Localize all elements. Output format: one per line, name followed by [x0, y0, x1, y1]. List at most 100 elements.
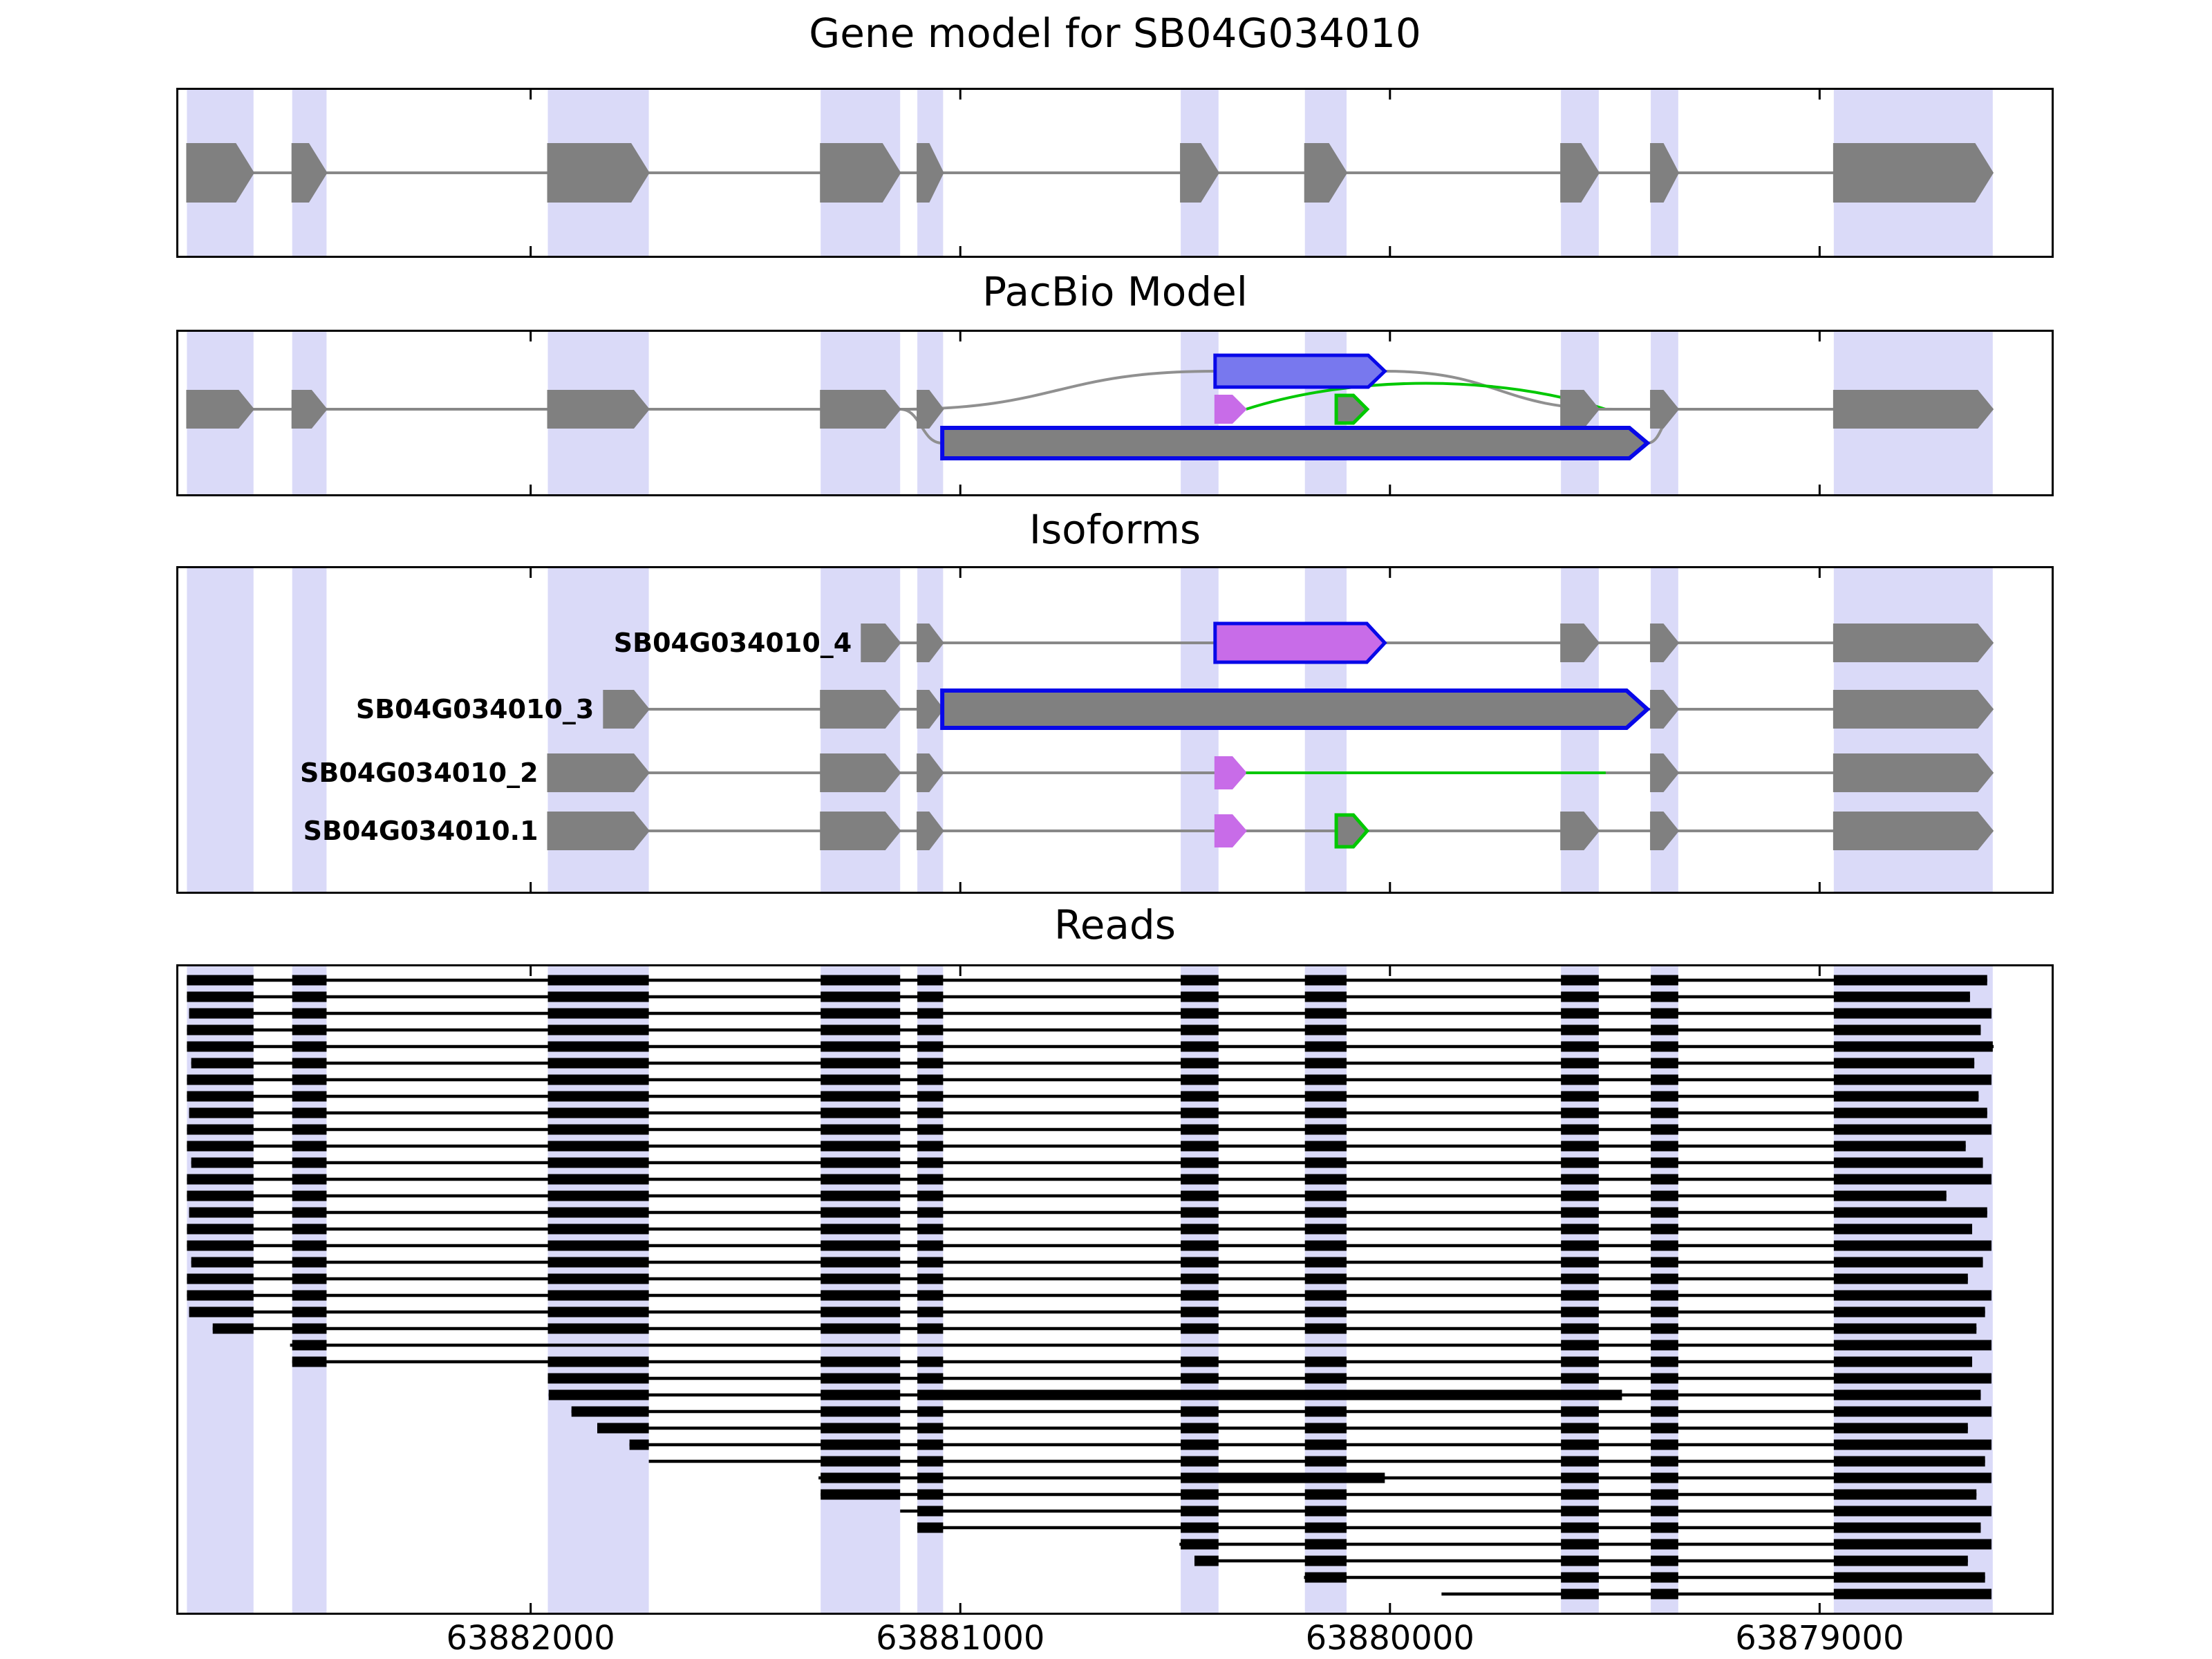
exon-highlight-stripe: [292, 966, 327, 1613]
read-exon-block: [1181, 1323, 1219, 1334]
read-exon-block: [1181, 1439, 1219, 1450]
read-exon-block: [629, 1439, 649, 1450]
read-exon-block: [1181, 1124, 1219, 1135]
read-exon-block: [1651, 1340, 1678, 1351]
read-exon-block: [1181, 1373, 1219, 1384]
read-exon-block: [821, 1024, 901, 1035]
read-exon-block: [917, 1406, 944, 1417]
read-exon-block: [1833, 1041, 1993, 1052]
read-exon-block: [1181, 1240, 1219, 1251]
read-exon-block: [1833, 1389, 1981, 1400]
read-exon-block: [547, 1008, 649, 1019]
read-exon-block: [821, 1157, 901, 1168]
read-exon-block: [187, 1091, 254, 1102]
exon-highlight-stripe: [547, 966, 649, 1613]
gene-exon: [291, 143, 328, 203]
read-exon-block: [1833, 1572, 1985, 1583]
read-exon-block: [1651, 1389, 1678, 1400]
isoform-magenta-exon: [1214, 756, 1247, 789]
read-exon-block: [821, 1058, 901, 1069]
exon-highlight-stripe: [917, 966, 944, 1613]
read-exon-block: [821, 1439, 901, 1450]
read-exon-block: [1181, 1207, 1219, 1218]
read-exon-block: [917, 1157, 944, 1168]
read-exon-block: [1304, 1074, 1347, 1085]
read-exon-block: [1833, 1489, 1977, 1500]
read-exon-block: [547, 1174, 649, 1185]
read-exon-block: [187, 1273, 254, 1284]
read-retained-block: [1215, 1472, 1385, 1483]
read-exon-block: [821, 1356, 901, 1367]
read-exon-block: [1561, 1555, 1599, 1566]
read-exon-block: [821, 1323, 901, 1334]
gene-exon: [1650, 390, 1680, 429]
isoform-exon: [603, 690, 650, 729]
isoforms-panel: SB04G034010_4 SB04G034010_3 SB04G034010_2 S…: [176, 566, 2054, 894]
read-exon-block: [1181, 1190, 1219, 1201]
read-exon-block: [189, 1207, 254, 1218]
read-exon-block: [1833, 1323, 1977, 1334]
isoform-exon: [1650, 624, 1680, 662]
read-exon-block: [1651, 1522, 1678, 1533]
pacbio-panel: [176, 330, 2054, 496]
read-exon-block: [1833, 1174, 1991, 1185]
read-exon-block: [1561, 1472, 1599, 1483]
exon-highlight-stripe: [1561, 966, 1599, 1613]
read-exon-block: [1561, 1240, 1599, 1251]
read-exon-block: [1651, 1489, 1678, 1500]
gene-exon: [1304, 143, 1348, 203]
read-exon-block: [1561, 1506, 1599, 1517]
isoform-exon: [917, 812, 944, 850]
read-exon-block: [1833, 1091, 1979, 1102]
read-exon-block: [187, 1240, 254, 1251]
read-exon-block: [1181, 1423, 1219, 1434]
read-exon-block: [1651, 1306, 1678, 1318]
isoforms-title: Isoforms: [1029, 506, 1201, 553]
exon-highlight-stripe: [821, 966, 901, 1613]
read-exon-block: [1561, 1074, 1599, 1085]
read-exon-block: [917, 1439, 944, 1450]
read-exon-block: [1651, 1107, 1678, 1118]
gene-exon: [1180, 143, 1219, 203]
pacbio-isoform-top-box: [1213, 353, 1387, 389]
read-exon-block: [1561, 1257, 1599, 1268]
read-exon-block: [821, 1207, 901, 1218]
read-exon-block: [1304, 1323, 1347, 1334]
read-exon-block: [1181, 1041, 1219, 1052]
isoform-exon: [1833, 690, 1994, 729]
read-exon-block: [917, 1356, 944, 1367]
read-exon-block: [1181, 1157, 1219, 1168]
read-exon-block: [1304, 1124, 1347, 1135]
read-exon-block: [1181, 1522, 1219, 1533]
read-exon-block: [821, 1373, 901, 1384]
isoform-exon: [1560, 624, 1600, 662]
read-exon-block: [547, 1257, 649, 1268]
read-exon-block: [1181, 991, 1219, 1002]
read-exon-block: [547, 1273, 649, 1284]
read-exon-block: [1304, 1539, 1347, 1550]
read-exon-block: [1651, 1008, 1678, 1019]
reads-canvas: [187, 966, 1994, 1613]
read-exon-block: [917, 1472, 944, 1483]
read-exon-block: [1833, 1306, 1985, 1318]
read-exon-block: [1181, 1058, 1219, 1069]
isoform-exon: [1833, 753, 1994, 792]
read-exon-block: [292, 1124, 327, 1135]
read-exon-block: [547, 1207, 649, 1218]
isoform-exon: [1833, 812, 1994, 850]
isoform-exon: [820, 812, 901, 850]
read-exon-block: [917, 1024, 944, 1035]
read-exon-block: [1304, 1141, 1347, 1152]
gene-exon: [917, 390, 944, 429]
read-exon-block: [917, 1522, 944, 1533]
read-exon-block: [189, 1107, 254, 1118]
exon-highlight-stripe: [187, 966, 254, 1613]
isoform-retained-intron-box: [940, 688, 1651, 730]
read-exon-block: [821, 975, 901, 986]
isoform-exon: [1650, 753, 1680, 792]
read-exon-block: [1304, 1107, 1347, 1118]
read-exon-block: [292, 975, 327, 986]
read-exon-block: [821, 1257, 901, 1268]
read-exon-block: [1651, 1141, 1678, 1152]
read-exon-block: [1651, 1406, 1678, 1417]
